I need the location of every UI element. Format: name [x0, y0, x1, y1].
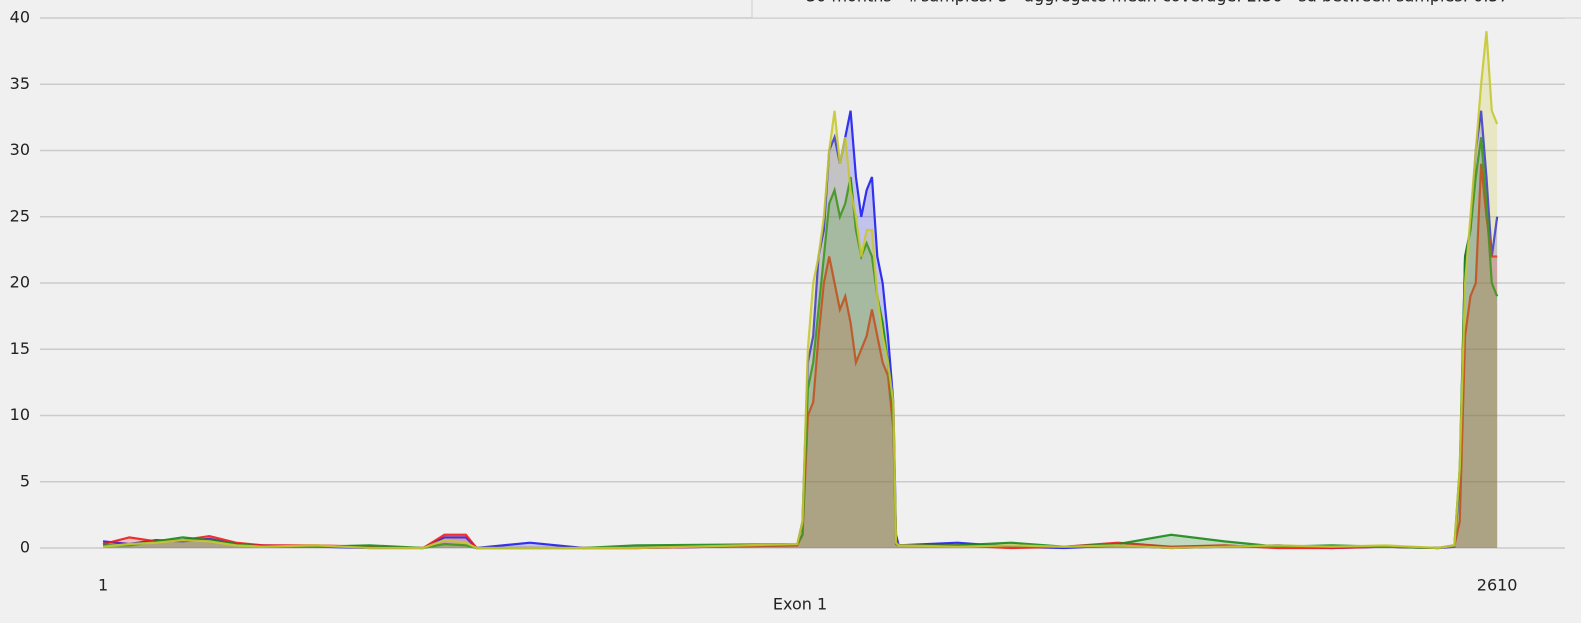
series-line	[102, 31, 1499, 550]
y-tick-label: 0	[20, 538, 30, 557]
y-tick-label: 30	[10, 140, 30, 159]
x-tick-label: 1	[98, 576, 108, 595]
y-tick-label: 40	[10, 8, 30, 27]
y-tick-label: 5	[20, 471, 30, 490]
y-tick-label: 20	[10, 273, 30, 292]
y-tick-label: 10	[10, 405, 30, 424]
y-tick-label: 15	[10, 339, 30, 358]
x-tick-label: 2610	[1477, 576, 1518, 595]
y-tick-label: 35	[10, 74, 30, 93]
x-axis-label: Exon 1	[773, 595, 827, 614]
legend-box	[751, 0, 1581, 19]
legend-label: 30 months - #samples: 5 - aggregate mean…	[806, 0, 1509, 6]
y-tick-label: 25	[10, 206, 30, 225]
